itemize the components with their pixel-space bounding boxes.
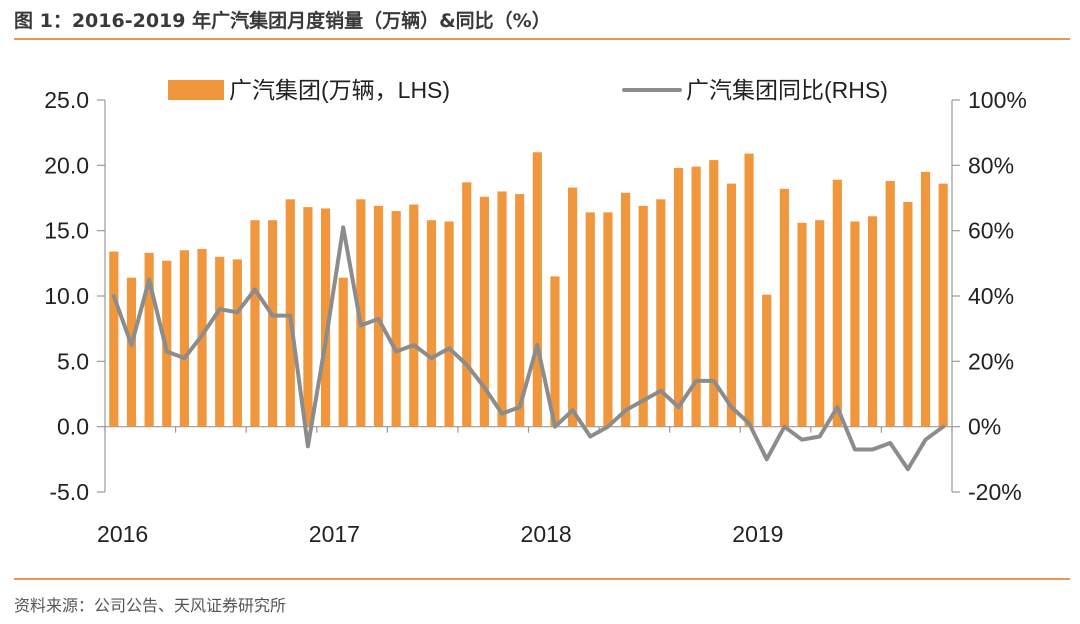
- chart-legend: 广汽集团(万辆，LHS) 广汽集团同比(RHS): [168, 77, 888, 103]
- legend-bar-swatch: [168, 80, 224, 100]
- bar-2019-05: [815, 220, 825, 427]
- bar-2018-12: [726, 183, 737, 427]
- bar-2016-07: [215, 256, 225, 427]
- right-axis-tick-label: 100%: [968, 87, 1027, 113]
- yoy-line: [111, 225, 946, 472]
- bar-2018-01: [532, 152, 542, 427]
- bar-2019-10: [903, 201, 913, 427]
- source-note: 资料来源：公司公告、天风证券研究所: [14, 596, 287, 615]
- bar-2017-12: [515, 194, 525, 427]
- x-axis-year-label: 2016: [97, 521, 148, 547]
- bar-2019-03: [779, 188, 789, 427]
- left-axis-tick-label: 5.0: [57, 348, 89, 374]
- bar-2017-07: [426, 220, 437, 427]
- bar-2017-04: [373, 205, 384, 427]
- x-axis-year-label: 2018: [521, 521, 572, 547]
- bar-2018-07: [638, 205, 648, 427]
- chart-axes: 25.0 20.0 15.0 10.0 5.0 0.0 -5.0 100% 80% 60% 40% 2…: [44, 87, 1027, 547]
- bar-series: [109, 152, 948, 427]
- bar-2019-02: [762, 294, 772, 427]
- bar-2017-03: [356, 199, 366, 427]
- bar-2019-04: [797, 222, 807, 427]
- bar-2017-06: [409, 204, 419, 427]
- right-axis-tick-label: 60%: [968, 218, 1014, 244]
- bar-2016-01: [109, 251, 119, 427]
- bar-2017-08: [444, 221, 454, 427]
- left-axis-tick-label: 0.0: [57, 414, 89, 440]
- bar-2017-02: [338, 277, 348, 427]
- bar-2018-03: [568, 187, 578, 427]
- bar-2019-06: [832, 179, 842, 427]
- bar-2019-09: [885, 181, 895, 427]
- x-axis-year-label: 2019: [732, 521, 783, 547]
- bar-2016-09: [250, 220, 260, 427]
- bar-2016-12: [303, 207, 313, 427]
- bar-2019-11: [920, 171, 931, 427]
- bar-2019-12: [938, 183, 948, 427]
- figure-title: 图 1：2016-2019 年广汽集团月度销量（万辆）&同比（%）: [14, 10, 551, 32]
- right-axis-tick-label: 20%: [968, 348, 1014, 374]
- bar-2018-09: [673, 167, 684, 427]
- bar-2017-05: [391, 211, 401, 427]
- bar-2018-08: [656, 199, 666, 427]
- bar-2016-11: [285, 199, 295, 427]
- x-axis-year-label: 2017: [309, 521, 360, 547]
- bar-2017-09: [462, 182, 472, 427]
- bar-2018-11: [709, 160, 719, 427]
- sales-chart: 25.0 20.0 15.0 10.0 5.0 0.0 -5.0 100% 80% 60% 40% 2…: [44, 77, 1027, 547]
- right-axis-tick-label: 40%: [968, 283, 1014, 309]
- left-axis-tick-label: 10.0: [44, 283, 89, 309]
- right-axis-tick-label: -20%: [968, 479, 1022, 505]
- bar-2016-03: [144, 252, 154, 427]
- bar-2019-08: [868, 216, 878, 427]
- bar-2019-01: [744, 153, 754, 427]
- left-axis-tick-label: 15.0: [44, 218, 89, 244]
- bar-2017-11: [497, 191, 507, 427]
- footer-divider: [14, 578, 1070, 580]
- bar-2017-01: [320, 208, 331, 427]
- bar-2018-10: [691, 166, 701, 427]
- bar-2019-07: [850, 221, 860, 427]
- left-axis-tick-label: 20.0: [44, 152, 89, 178]
- left-axis-tick-label: -5.0: [49, 479, 89, 505]
- bar-2018-04: [585, 212, 595, 427]
- right-axis-tick-label: 80%: [968, 152, 1014, 178]
- legend-bar-label: 广汽集团(万辆，LHS): [229, 77, 450, 103]
- right-axis-tick-label: 0%: [968, 414, 1001, 440]
- left-axis-tick-label: 25.0: [44, 87, 89, 113]
- bar-2016-10: [268, 220, 278, 427]
- line-series: [111, 225, 946, 472]
- title-divider: [14, 38, 1070, 40]
- bar-2016-02: [126, 277, 137, 427]
- bar-2016-05: [179, 250, 189, 427]
- bar-2016-08: [232, 259, 242, 427]
- bar-2018-02: [550, 276, 560, 427]
- legend-line-label: 广汽集团同比(RHS): [686, 77, 888, 103]
- bar-2018-05: [603, 212, 613, 427]
- bar-2017-10: [479, 196, 489, 427]
- bar-2018-06: [620, 192, 631, 427]
